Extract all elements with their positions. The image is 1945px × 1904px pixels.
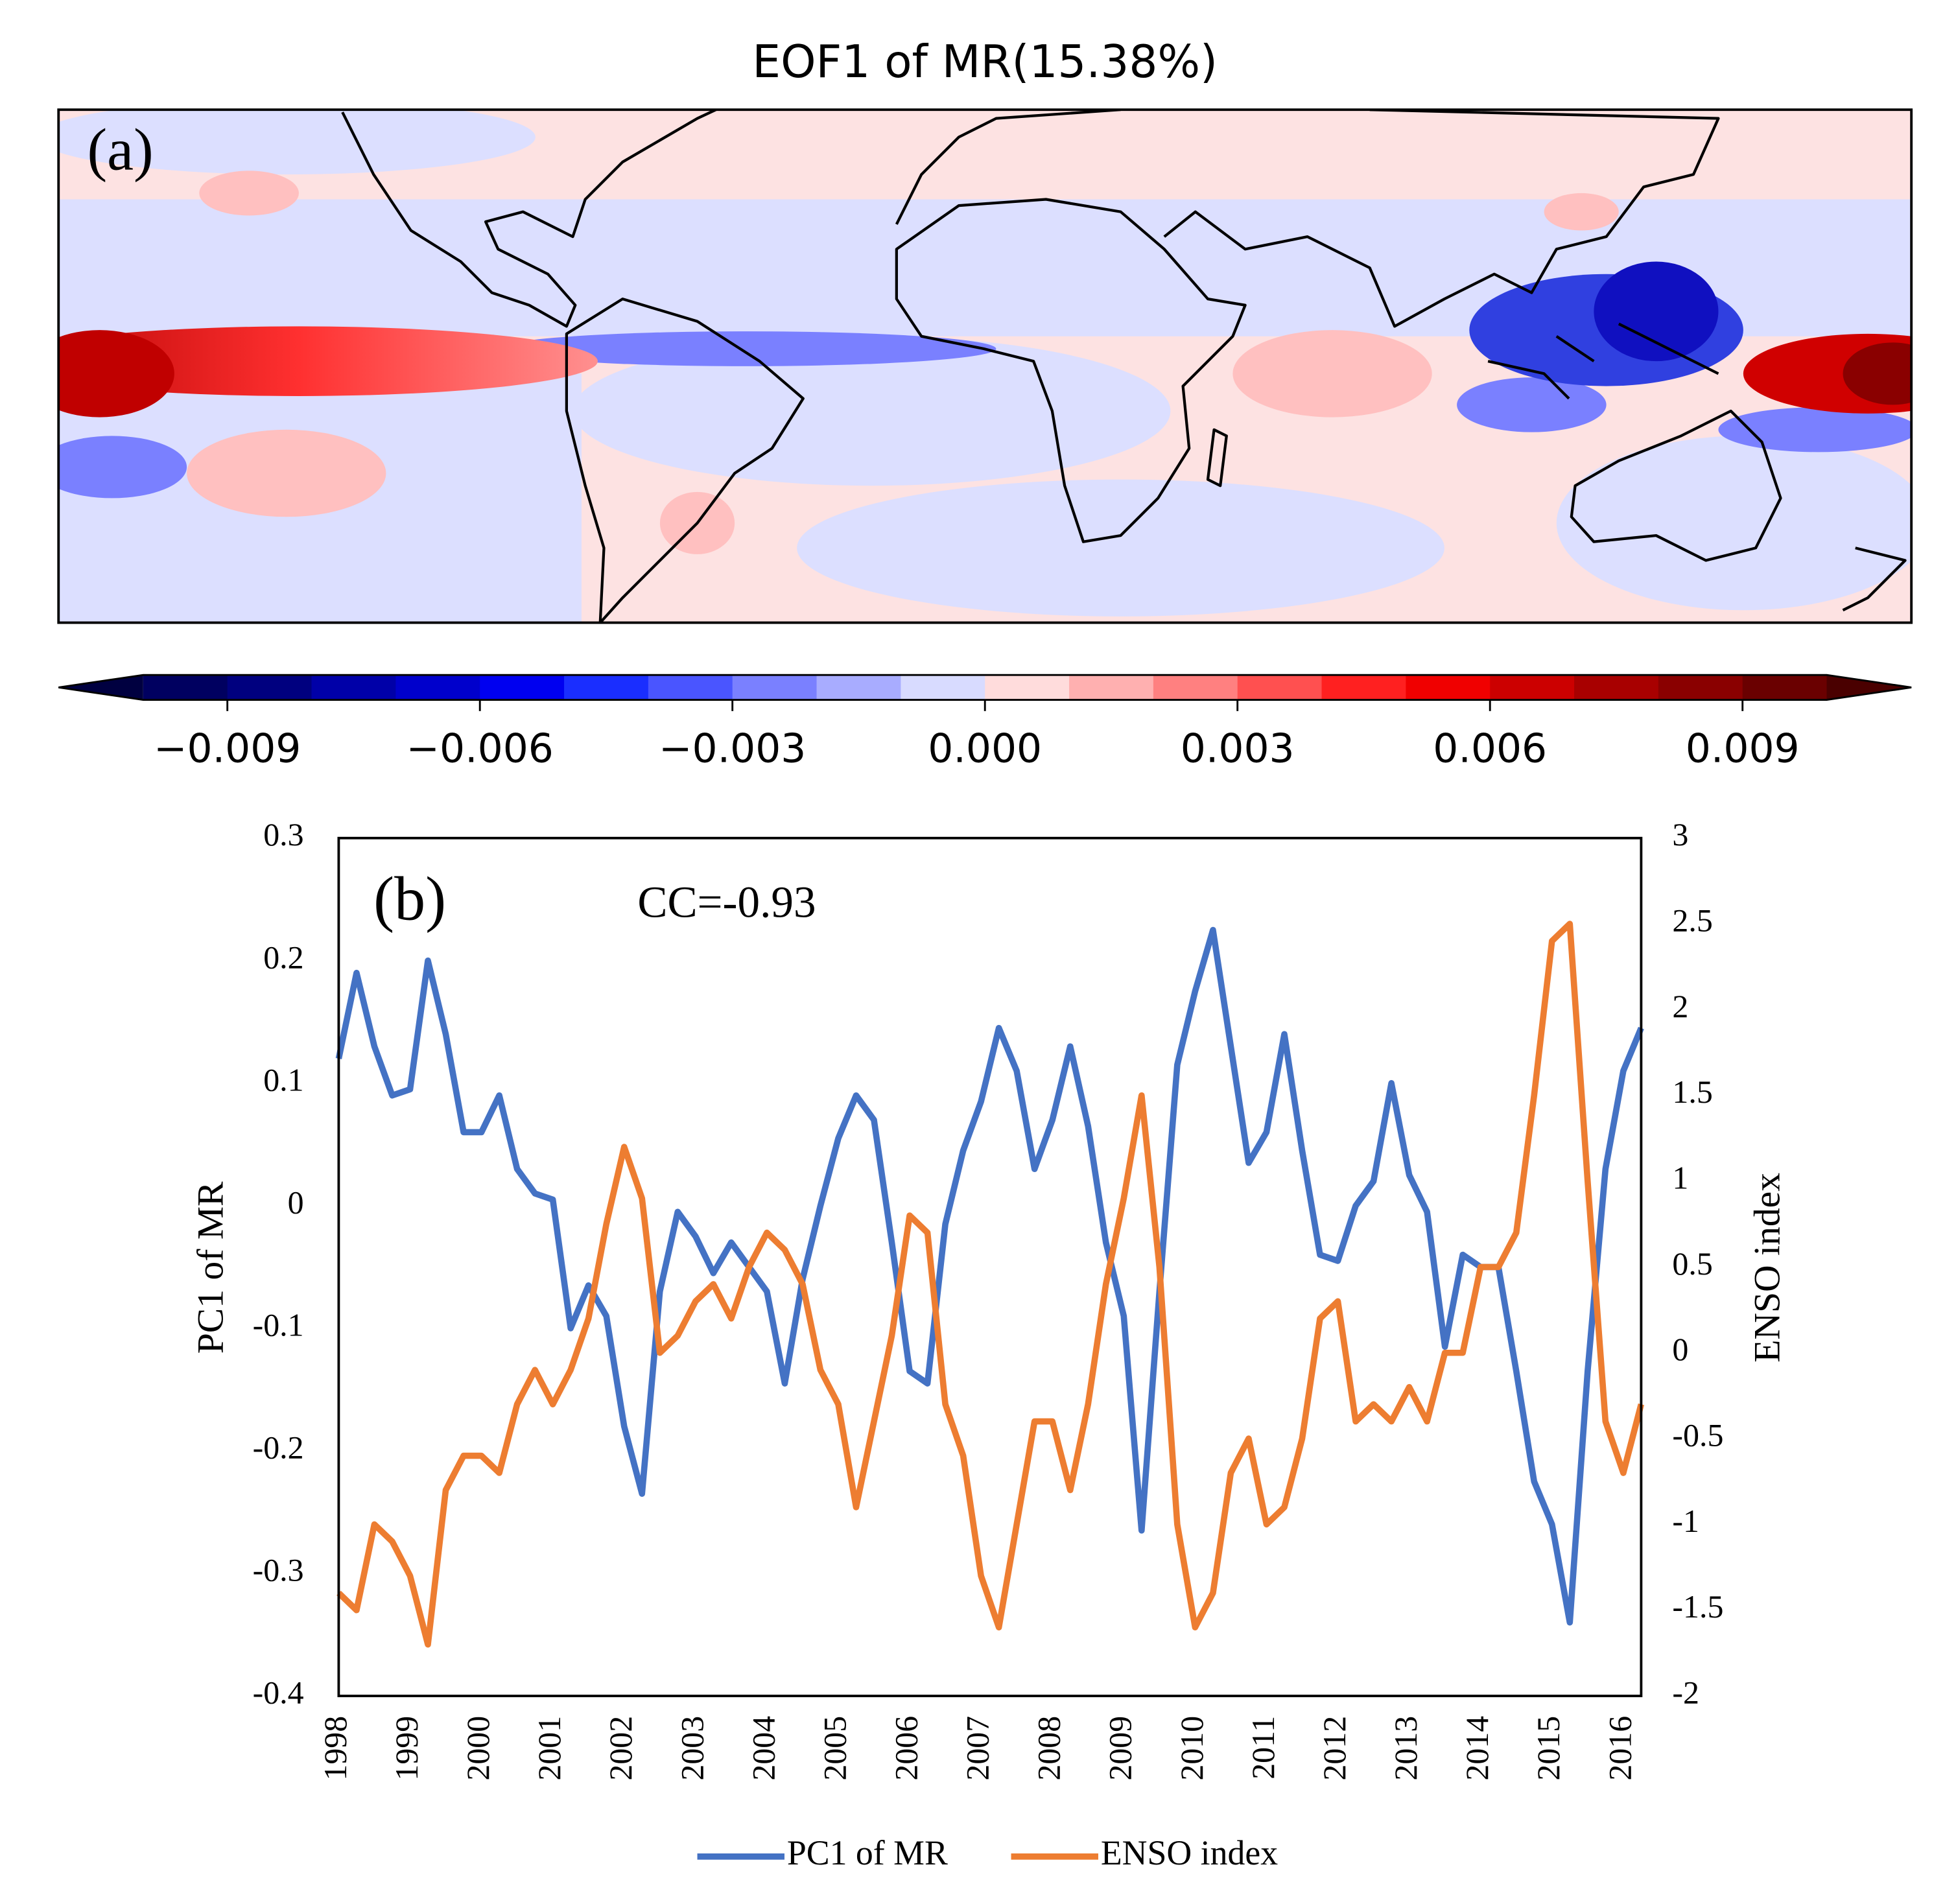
colorbar-segment	[1321, 675, 1407, 700]
x-tick-label: 2015	[1531, 1716, 1566, 1781]
y-tick-label: -0.1	[253, 1307, 304, 1343]
legend-label: ENSO index	[1101, 1833, 1278, 1872]
y-tick-label: 0	[288, 1184, 304, 1220]
colorbar-segment	[648, 675, 733, 700]
colorbar-segment	[1069, 675, 1154, 700]
x-tick-label: 2012	[1317, 1716, 1352, 1781]
map-shading	[58, 331, 1912, 499]
x-tick-label: 2001	[532, 1716, 567, 1781]
colorbar-tick-label: 0.006	[1433, 725, 1547, 771]
x-tick-label: 2005	[817, 1716, 853, 1781]
panel-label: (b)	[373, 864, 446, 934]
colorbar-tick-label: 0.009	[1686, 725, 1800, 771]
plot-frame	[337, 836, 1643, 1697]
colorbar-segment	[1153, 675, 1238, 700]
x-tick-label: 2000	[460, 1716, 496, 1781]
x-tick-label: 2009	[1103, 1716, 1138, 1781]
colorbar-extension	[58, 675, 143, 700]
panel-label: (a)	[87, 116, 153, 182]
map-shading	[58, 326, 598, 396]
coastline	[341, 110, 1907, 623]
x-tick-label: 2014	[1459, 1716, 1495, 1781]
colorbar-segment	[564, 675, 649, 700]
colorbar-segment	[1406, 675, 1491, 700]
y2-tick-label: 1.5	[1672, 1074, 1712, 1110]
y-tick-label: 0.2	[263, 939, 303, 975]
x-tick-label: 2008	[1031, 1716, 1067, 1781]
y-tick-label: 0.1	[263, 1062, 303, 1098]
colorbar-segment	[1658, 675, 1743, 700]
y-tick-label: -0.4	[253, 1675, 304, 1711]
colorbar-segment	[901, 675, 986, 700]
x-tick-label: 2011	[1245, 1716, 1281, 1780]
y2-axis-title: ENSO index	[1747, 1173, 1787, 1363]
map-shading	[1843, 342, 1912, 405]
colorbar-segment	[1490, 675, 1575, 700]
y2-tick-label: 0	[1672, 1332, 1688, 1367]
colorbar-segment	[143, 675, 228, 700]
colorbar-segment	[227, 675, 312, 700]
y-tick-label: -0.2	[253, 1429, 304, 1465]
x-tick-label: 2013	[1388, 1716, 1424, 1781]
map-frame	[57, 108, 1913, 624]
y-axis-title: PC1 of MR	[191, 1181, 231, 1354]
colorbar-segment	[311, 675, 397, 700]
x-tick-label: 2016	[1602, 1716, 1638, 1781]
map-shading	[1469, 261, 1743, 386]
colorbar-segment	[395, 675, 481, 700]
colorbar-tick-label: −0.003	[659, 725, 806, 771]
x-tick-label: 2007	[960, 1716, 996, 1781]
colorbar-segment	[1742, 675, 1828, 700]
colorbar-segment	[732, 675, 818, 700]
x-tick-label: 1999	[389, 1716, 425, 1781]
y2-tick-label: -1	[1672, 1503, 1699, 1539]
y2-tick-label: 0.5	[1672, 1246, 1712, 1282]
series-line	[335, 926, 1644, 1626]
colorbar-tick-label: −0.009	[154, 725, 301, 771]
annotation: CC=-0.93	[637, 876, 816, 926]
colorbar-frame	[58, 674, 1912, 701]
map-field	[58, 110, 1912, 623]
colorbar-segment	[1574, 675, 1659, 700]
x-tick-label: 2003	[674, 1716, 710, 1781]
x-tick-label: 2002	[603, 1716, 639, 1781]
x-tick-label: 2006	[889, 1716, 925, 1781]
x-tick-label: 1998	[318, 1716, 353, 1781]
series-line	[336, 921, 1645, 1648]
y2-tick-label: -0.5	[1672, 1418, 1723, 1453]
y2-tick-label: 1	[1672, 1160, 1688, 1196]
colorbar-segment	[985, 675, 1070, 700]
colorbar-segment	[1237, 675, 1323, 700]
legend-label: PC1 of MR	[787, 1833, 948, 1872]
map-shading	[58, 330, 174, 417]
colorbar-tick-label: 0.000	[928, 725, 1042, 771]
x-tick-label: 2004	[746, 1716, 781, 1781]
colorbar-tick-label: −0.006	[407, 725, 554, 771]
colorbar-segment	[480, 675, 565, 700]
map-title: EOF1 of MR(15.38%)	[752, 36, 1218, 88]
colorbar-tick-label: 0.003	[1181, 725, 1295, 771]
colorbar-extension	[1826, 675, 1912, 700]
y-tick-label: 0.3	[263, 817, 303, 852]
y2-tick-label: 2.5	[1672, 903, 1712, 939]
y2-tick-label: 2	[1672, 989, 1688, 1024]
map-shading	[187, 170, 1619, 554]
x-tick-label: 2010	[1174, 1716, 1210, 1781]
colorbar-segment	[816, 675, 902, 700]
y2-tick-label: -2	[1672, 1675, 1699, 1711]
y-tick-label: -0.3	[253, 1552, 304, 1588]
y2-tick-label: 3	[1672, 817, 1688, 852]
y2-tick-label: -1.5	[1672, 1589, 1723, 1625]
